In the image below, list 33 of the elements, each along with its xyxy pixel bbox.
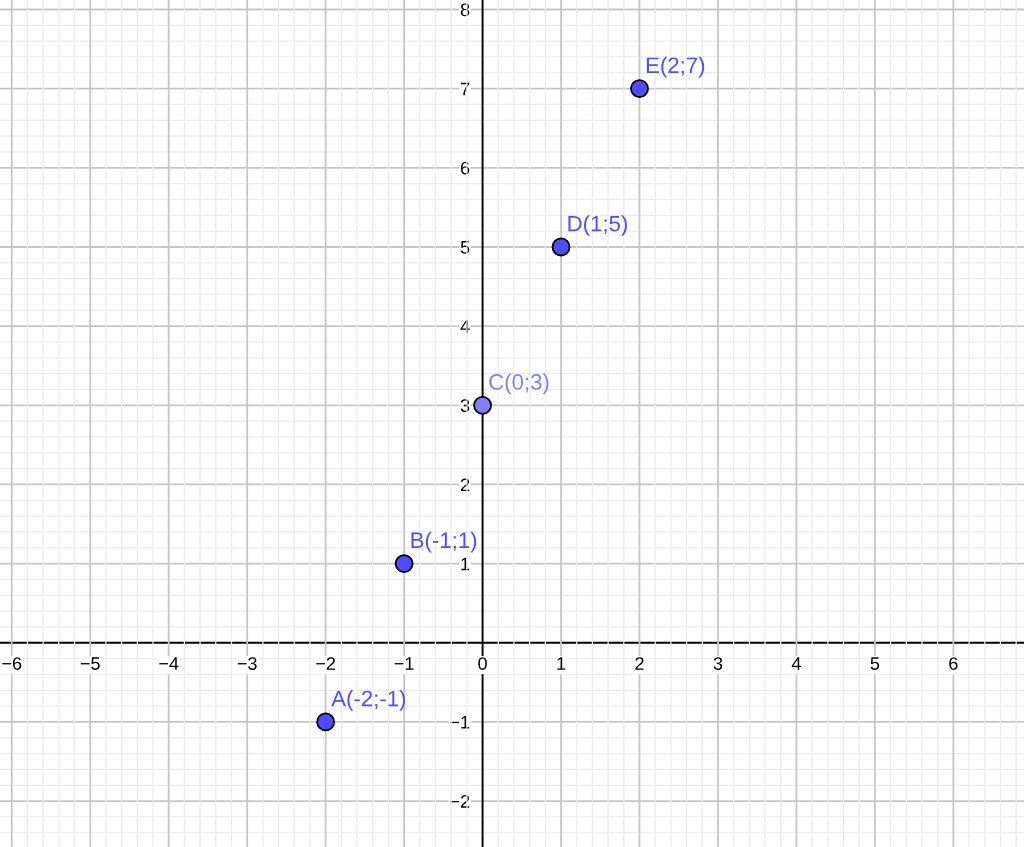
x-tick-label: 5	[870, 657, 880, 670]
annotation: B(-1;1)	[411, 531, 477, 553]
y-tick-label: 1	[461, 557, 470, 571]
y-tick-label: 4	[460, 320, 470, 333]
x-tick-label: 4	[791, 657, 801, 670]
point	[394, 554, 414, 574]
y-tick-label: 2	[460, 478, 470, 491]
annotation: A(-2;-1)	[331, 690, 406, 711]
y-tick-label: 3	[460, 399, 470, 413]
x-tick-label: −3	[237, 657, 257, 670]
x-tick-label: 0	[478, 657, 487, 670]
x-tick-label: 3	[713, 657, 723, 670]
point	[630, 79, 649, 99]
x-tick-label: 6	[949, 657, 958, 670]
x-tick-label: −2	[316, 657, 336, 670]
point	[551, 237, 571, 257]
x-tick-label: 1	[557, 657, 566, 670]
x-tick-label: −1	[394, 657, 414, 670]
annotation: E(2;7)	[646, 56, 705, 78]
x-tick-label: 2	[635, 657, 644, 670]
y-tick-label: 5	[460, 241, 470, 254]
x-tick-label: −6	[2, 657, 22, 670]
y-tick-label: −1	[450, 716, 470, 729]
point	[316, 712, 336, 732]
annotation: D(1;5)	[568, 215, 627, 236]
y-tick-label: 7	[460, 82, 470, 96]
y-tick-label: 6	[460, 161, 470, 175]
x-tick-label: −5	[80, 657, 100, 670]
annotation: C(0;3)	[489, 373, 549, 395]
x-tick-label: −4	[159, 657, 179, 670]
y-tick-label: −2	[450, 795, 470, 808]
point	[473, 395, 492, 415]
y-tick-label: 8	[460, 3, 470, 17]
